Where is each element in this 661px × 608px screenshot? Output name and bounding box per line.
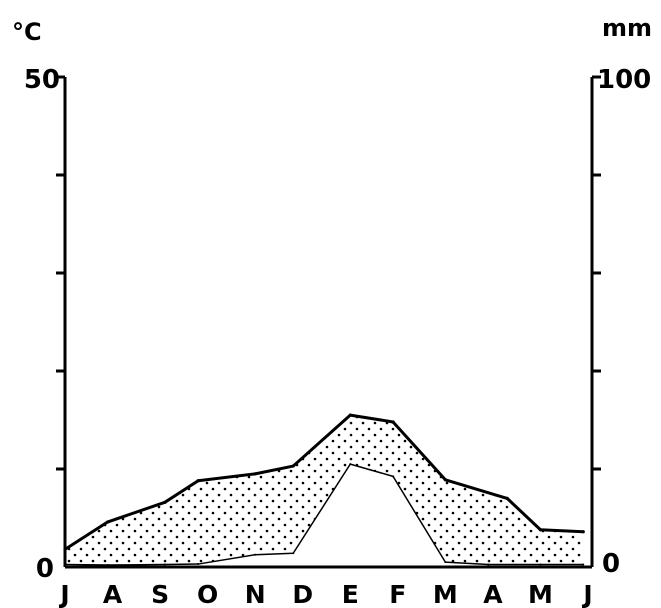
month-label: D	[292, 580, 313, 608]
precipitation-point	[349, 463, 352, 466]
precipitation-point	[539, 563, 542, 566]
temperature-line	[64, 413, 584, 551]
arid-period-fill	[255, 466, 294, 555]
arid-period-fill	[350, 415, 394, 477]
month-label: A	[483, 580, 503, 608]
month-label: S	[151, 580, 169, 608]
right-axis-unit: mm	[602, 14, 652, 42]
temperature-point	[391, 420, 395, 424]
right-axis-ticks	[592, 75, 601, 471]
month-label: N	[245, 580, 266, 608]
arid-period-fill	[293, 415, 351, 554]
precipitation-point	[487, 563, 490, 566]
arid-period-fill	[393, 421, 446, 563]
month-label: E	[342, 580, 359, 608]
arid-period-fill	[198, 473, 256, 565]
left-axis-ticks	[56, 75, 65, 471]
temperature-point	[581, 530, 585, 534]
month-label: O	[197, 580, 218, 608]
precipitation-point	[582, 563, 585, 566]
temperature-point	[163, 500, 167, 504]
temperature-point	[505, 496, 509, 500]
left-axis-unit: °C	[12, 18, 42, 46]
fill-layer	[65, 415, 584, 566]
left-tick-label-zero: 0	[36, 554, 54, 584]
temperature-point	[291, 464, 295, 468]
left-tick-label-max: 50	[24, 65, 60, 95]
temperature-point	[443, 478, 447, 482]
temperature-point	[196, 479, 200, 483]
arid-period-fill	[488, 492, 508, 565]
line-layer	[63, 413, 585, 567]
precipitation-point	[254, 553, 257, 556]
right-tick-label-max: 100	[597, 65, 651, 95]
month-label: F	[389, 580, 406, 608]
precipitation-point	[392, 475, 395, 478]
month-label: J	[58, 580, 69, 608]
precipitation-point	[163, 563, 166, 566]
arid-period-fill	[164, 480, 199, 565]
arid-period-fill	[540, 529, 584, 565]
arid-period-fill	[445, 479, 489, 565]
month-label: M	[528, 580, 553, 608]
arid-period-fill	[507, 498, 541, 565]
precipitation-point	[292, 552, 295, 555]
temperature-point	[348, 413, 352, 417]
arid-period-fill	[65, 521, 108, 566]
precipitation-point	[444, 561, 447, 564]
precipitation-point	[197, 563, 200, 566]
precipitation-line	[64, 463, 584, 566]
temperature-point	[253, 472, 257, 476]
month-label: J	[581, 580, 592, 608]
month-label: M	[433, 580, 458, 608]
temperature-point	[106, 520, 110, 524]
right-tick-label-zero: 0	[602, 549, 620, 579]
month-label: A	[103, 580, 123, 608]
temperature-point	[538, 528, 543, 532]
